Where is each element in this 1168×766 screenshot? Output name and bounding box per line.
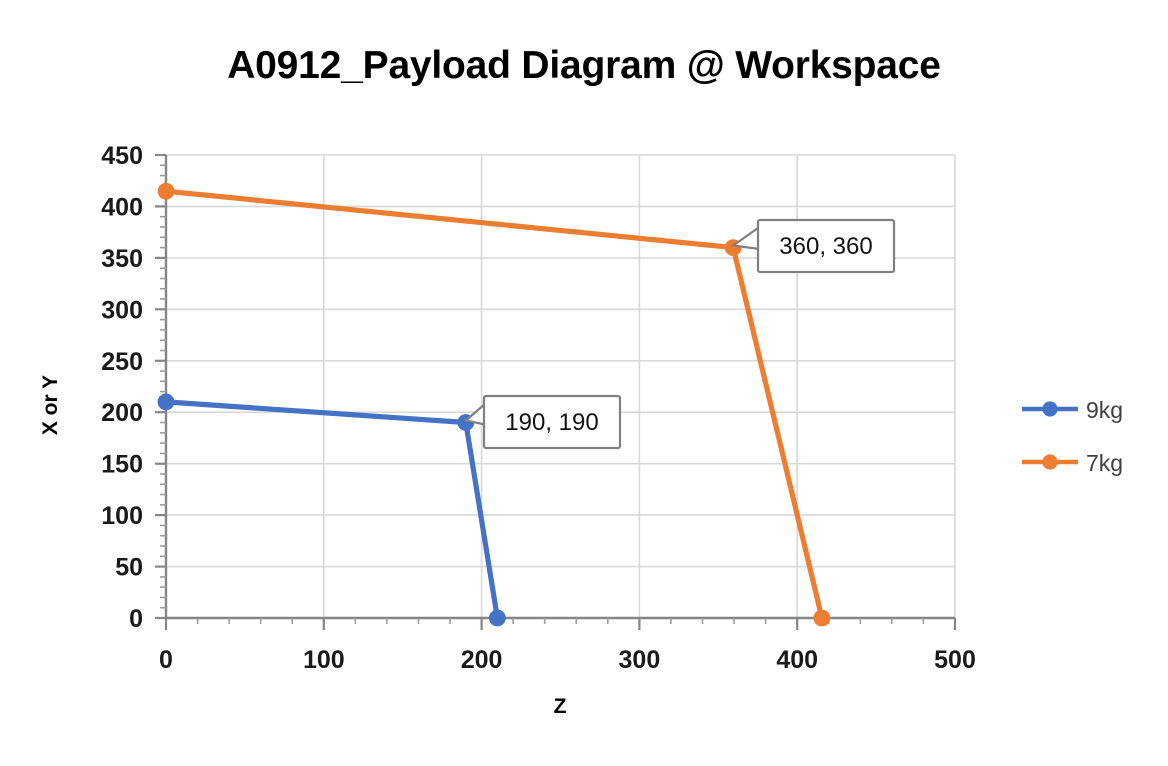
x-tick-label: 300 [619, 646, 661, 674]
x-tick-label: 500 [934, 646, 976, 674]
data-callout-orange-label: 360, 360 [779, 233, 872, 260]
legend-swatch-marker-9kg [1042, 401, 1058, 417]
data-callout-orange[interactable]: 360, 360 [730, 218, 896, 274]
series-9kg-marker[interactable] [489, 609, 506, 627]
y-tick-label: 300 [101, 296, 143, 324]
y-tick-label: 450 [101, 142, 143, 170]
series-9kg[interactable] [157, 393, 506, 627]
legend-item-9kg[interactable]: 9kg [1022, 397, 1123, 423]
series-9kg-marker[interactable] [157, 393, 175, 411]
y-tick-label: 350 [101, 245, 143, 273]
series-7kg-marker[interactable] [813, 609, 831, 627]
x-axis-title: Z [554, 695, 567, 718]
y-tick-label: 100 [101, 502, 143, 530]
x-tick-label: 200 [461, 646, 503, 674]
data-callout-blue[interactable]: 190, 190 [463, 394, 622, 450]
x-tick-label: 0 [159, 646, 173, 674]
horizontal-gridlines [166, 154, 955, 568]
y-tick-label: 250 [101, 348, 143, 376]
legend-label-9kg: 9kg [1086, 397, 1123, 423]
legend-swatch-marker-7kg [1042, 454, 1058, 470]
y-tick-label: 150 [101, 451, 143, 479]
x-axis-major-ticks [164, 618, 957, 630]
legend-item-7kg[interactable]: 7kg [1022, 450, 1123, 476]
series-9kg-line [163, 399, 500, 621]
legend-label-7kg: 7kg [1086, 450, 1123, 476]
y-tick-label: 0 [129, 605, 143, 633]
y-axis-major-ticks [155, 153, 166, 620]
y-tick-label: 400 [101, 193, 143, 221]
vertical-gridlines [322, 155, 956, 618]
chart-legend: 9kg 7kg [1022, 397, 1123, 476]
y-axis-title: X or Y [39, 375, 62, 435]
x-tick-label: 100 [303, 646, 345, 674]
y-axis-tick-labels: 450 400 350 300 250 200 150 100 50 0 [101, 142, 143, 633]
data-callout-blue-label: 190, 190 [505, 409, 598, 436]
y-axis-minor-ticks [160, 164, 166, 609]
x-tick-label: 400 [776, 646, 818, 674]
x-axis-tick-labels: 0 100 200 300 400 500 [159, 646, 976, 674]
y-tick-label: 50 [115, 554, 143, 582]
series-7kg-marker[interactable] [157, 182, 175, 200]
chart-title: A0912_Payload Diagram @ Workspace [227, 44, 941, 87]
y-tick-label: 200 [101, 399, 143, 427]
